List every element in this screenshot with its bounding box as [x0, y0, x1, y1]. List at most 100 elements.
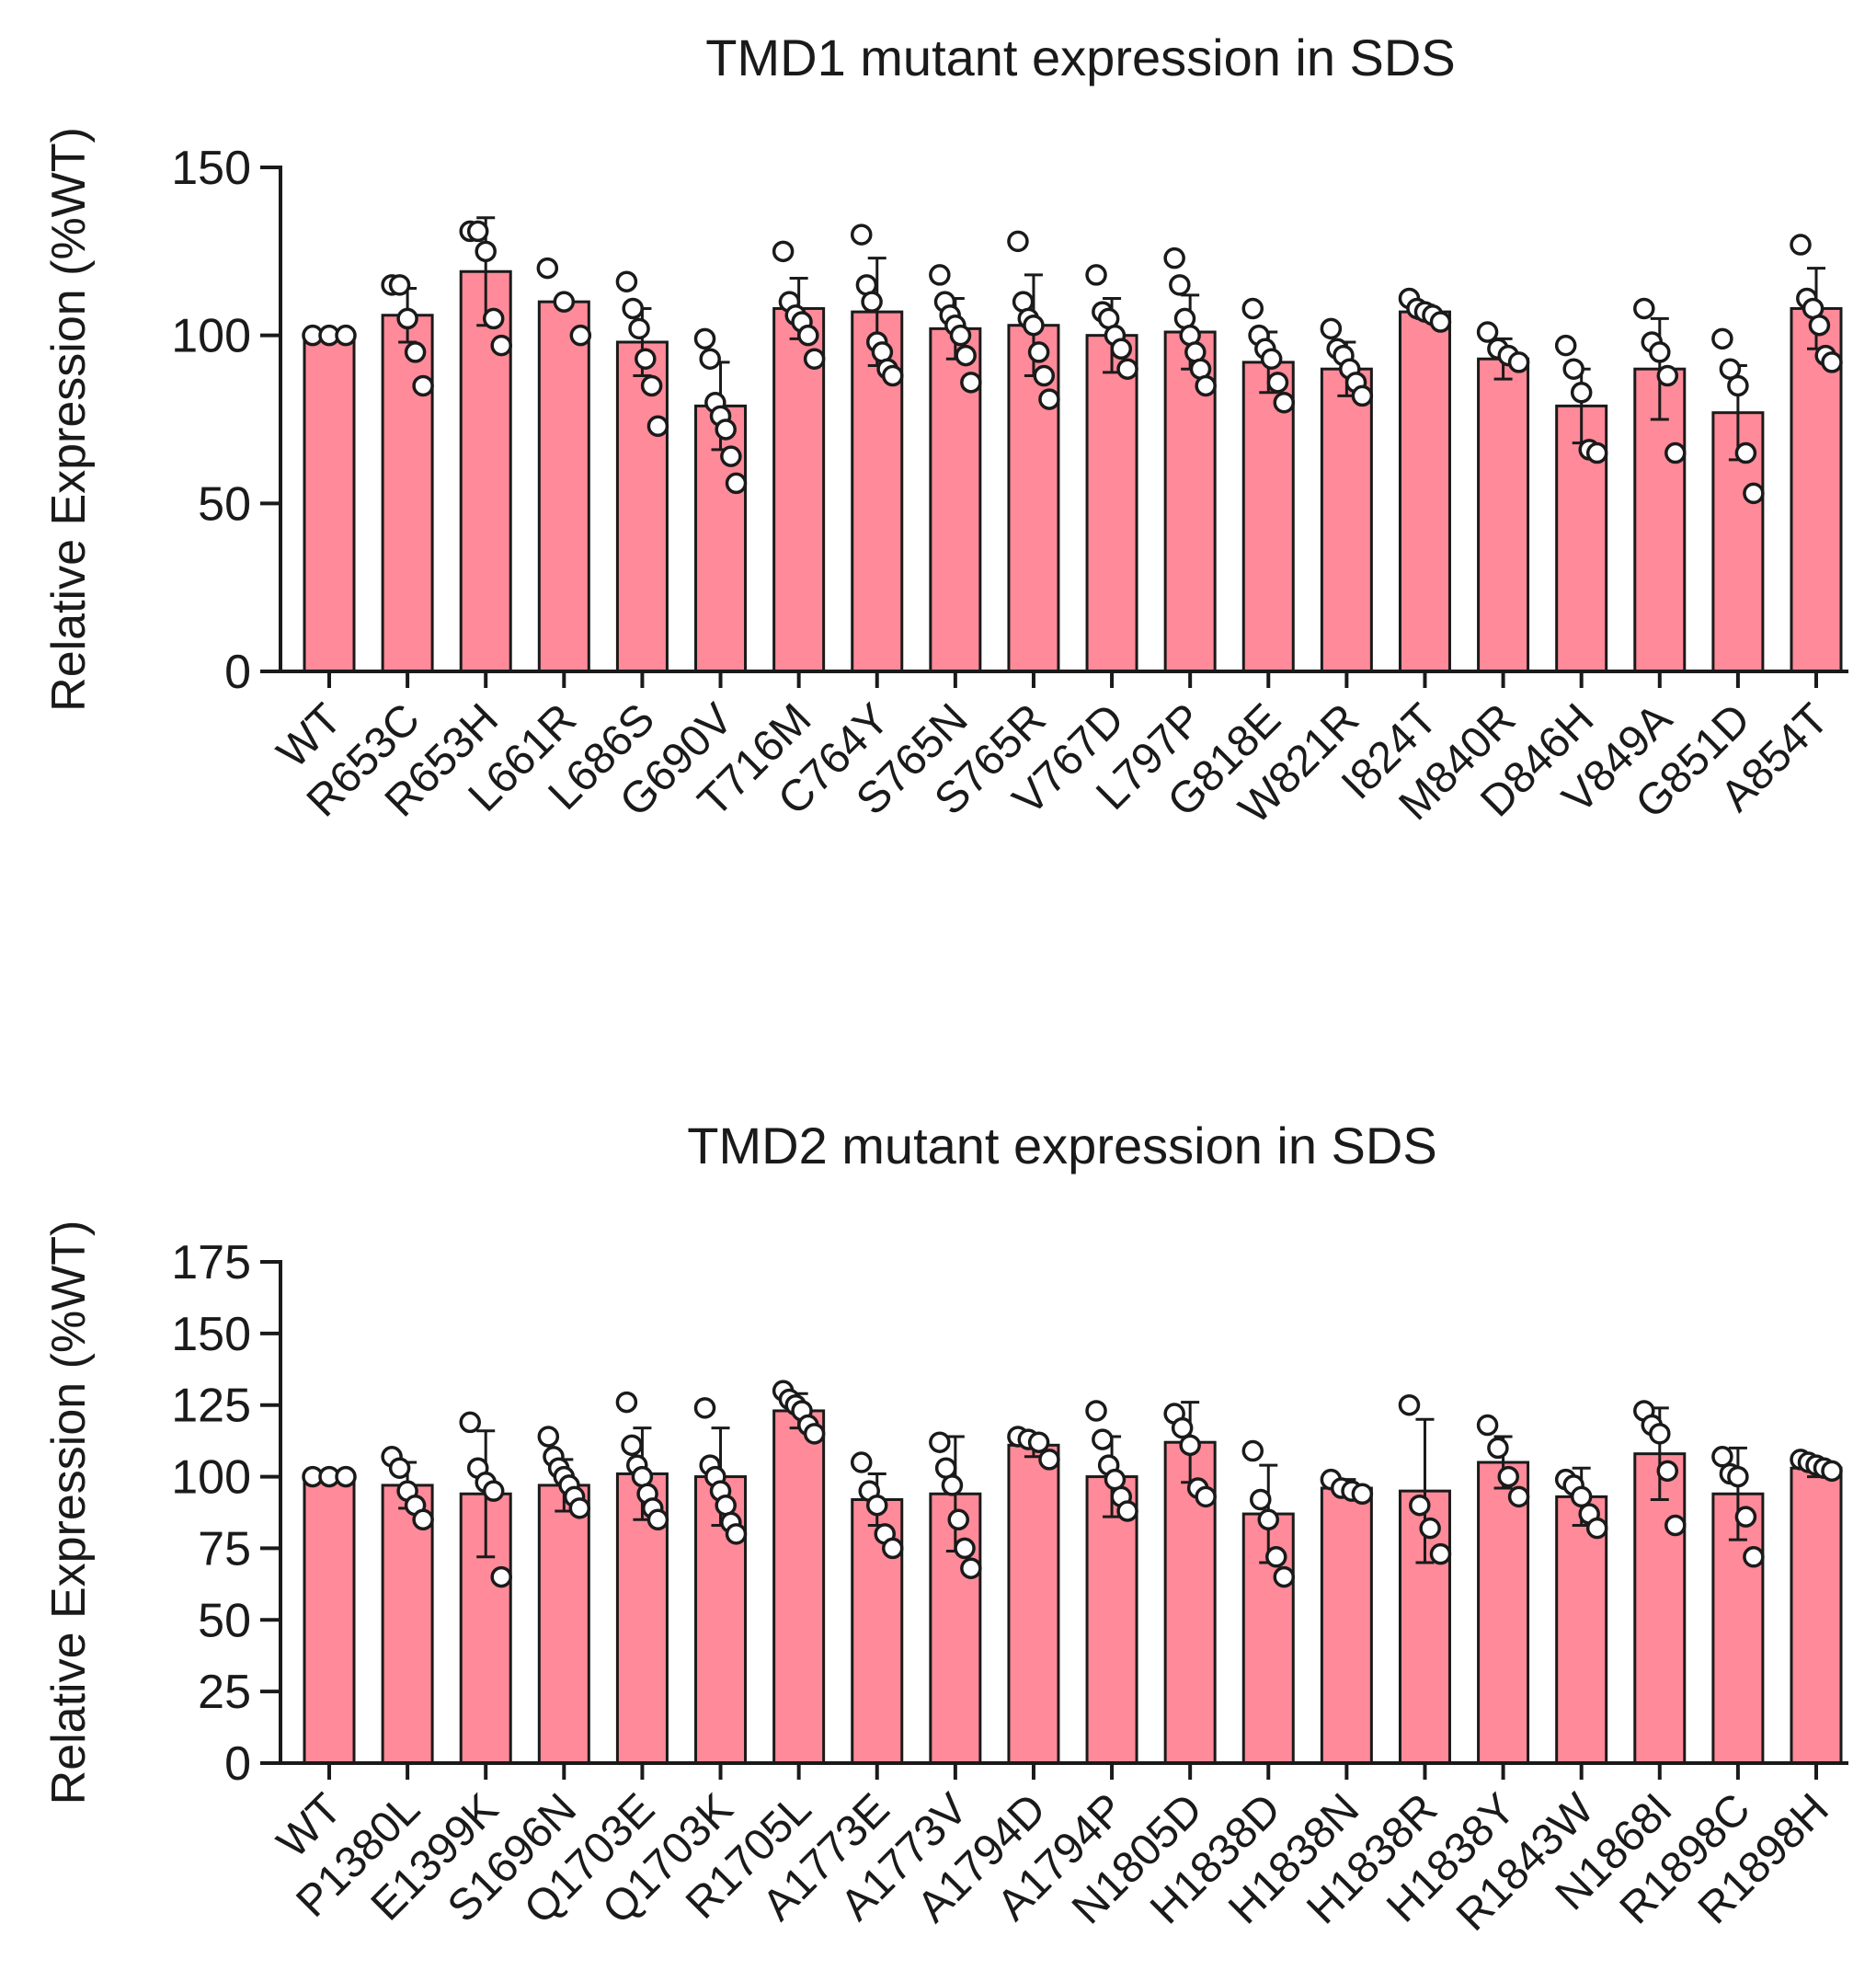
bar-a1794p [1085, 1475, 1138, 1765]
data-point [797, 324, 819, 347]
y-tick-label: 125 [171, 1380, 251, 1433]
data-point [772, 240, 795, 263]
data-point [1719, 358, 1742, 380]
data-point [1250, 1488, 1272, 1511]
data-point [1664, 1514, 1687, 1537]
data-point [1241, 1439, 1264, 1462]
data-point [553, 291, 576, 313]
data-point [725, 472, 748, 495]
data-point [1554, 334, 1577, 357]
y-tick-label: 175 [171, 1236, 251, 1289]
data-point [1266, 372, 1289, 394]
data-point [1711, 1446, 1733, 1468]
data-point [1585, 1517, 1608, 1540]
data-point [955, 344, 977, 367]
data-point [861, 291, 883, 313]
data-point [1476, 321, 1499, 343]
data-point [1562, 358, 1584, 380]
y-tick-label: 50 [198, 477, 251, 531]
data-point [1656, 364, 1679, 387]
data-point [412, 374, 434, 397]
data-point [536, 257, 559, 280]
data-point [850, 223, 873, 246]
data-point [568, 1497, 591, 1519]
bar-a1794d [1007, 1443, 1060, 1765]
bar-v767d [1085, 334, 1138, 673]
data-point [335, 324, 357, 347]
data-point [1398, 1393, 1421, 1416]
y-tick-label: 50 [198, 1594, 251, 1647]
data-point [1570, 1485, 1593, 1508]
bar-wt [303, 334, 356, 673]
data-point [881, 1537, 904, 1560]
data-point [720, 445, 742, 467]
data-point [803, 348, 826, 370]
bar-m840r [1477, 357, 1530, 673]
data-point [1649, 1423, 1671, 1445]
y-tick-label: 0 [224, 1737, 251, 1791]
data-point [412, 1508, 434, 1531]
data-point [881, 364, 904, 387]
data-point [1171, 1416, 1194, 1439]
data-point [1409, 1494, 1431, 1517]
chart-tmd2: TMD2 mutant expression in SDS Relative Ex… [42, 1117, 1848, 1941]
bar-r1898h [1790, 1466, 1843, 1765]
bar-s1696n [537, 1484, 590, 1765]
data-point [960, 372, 982, 394]
data-point [1743, 1546, 1765, 1568]
data-point [1727, 1465, 1749, 1488]
data-point [388, 1457, 411, 1479]
data-point [1179, 1434, 1201, 1457]
bar-g818e [1241, 361, 1295, 673]
bar-l661r [537, 300, 590, 673]
data-point [1351, 1483, 1374, 1506]
data-point [941, 1474, 964, 1496]
data-point [850, 1451, 873, 1473]
data-point [1085, 264, 1107, 286]
data-point [335, 1465, 357, 1488]
bar-r1843w [1555, 1495, 1608, 1765]
data-point [1419, 1517, 1441, 1540]
data-point [1265, 1546, 1287, 1568]
data-point [1320, 317, 1343, 340]
data-point [1649, 341, 1671, 363]
data-point [699, 348, 721, 370]
bar-i824t [1398, 310, 1451, 673]
data-point [1195, 1485, 1217, 1508]
data-point [537, 1426, 560, 1448]
data-point [1497, 1465, 1519, 1488]
data-point [1195, 374, 1217, 397]
bar-wt [303, 1475, 356, 1765]
data-point [490, 334, 512, 357]
data-point [621, 1434, 643, 1457]
data-point [1711, 327, 1733, 350]
data-point [1664, 441, 1687, 464]
data-point [622, 297, 644, 320]
bar-r653c [381, 314, 434, 673]
data-point [482, 1480, 505, 1502]
data-point [1351, 384, 1374, 407]
data-point [1743, 482, 1765, 505]
data-point [1487, 1437, 1509, 1460]
data-point [1727, 374, 1749, 397]
data-point [1821, 351, 1843, 373]
data-point [1570, 382, 1593, 404]
data-point [1585, 441, 1608, 464]
data-point [1507, 1485, 1530, 1508]
y-tick-label: 75 [198, 1522, 251, 1575]
data-point [960, 1557, 982, 1579]
bar-h1838y [1477, 1461, 1530, 1765]
data-point [693, 327, 716, 350]
data-point [1241, 297, 1264, 320]
data-point [1085, 1400, 1107, 1422]
data-point [1273, 1565, 1296, 1588]
bar-p1380l [381, 1484, 434, 1765]
data-point [1027, 341, 1050, 363]
y-tick-label: 150 [171, 142, 251, 195]
data-point [466, 220, 489, 243]
data-point [631, 1465, 654, 1488]
data-point [954, 1537, 976, 1560]
data-point [1027, 1431, 1050, 1453]
data-point [1038, 388, 1060, 410]
data-point [646, 1508, 669, 1531]
